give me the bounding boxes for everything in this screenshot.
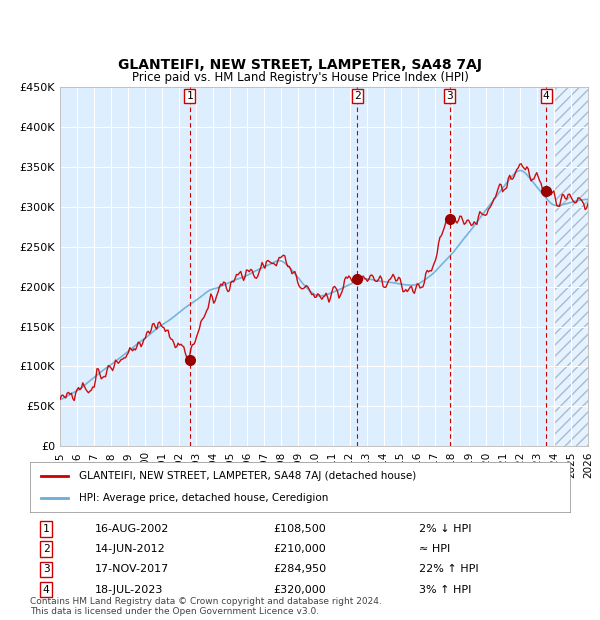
- Text: 2: 2: [354, 91, 361, 101]
- Text: ≈ HPI: ≈ HPI: [419, 544, 450, 554]
- Text: £210,000: £210,000: [273, 544, 326, 554]
- Text: 22% ↑ HPI: 22% ↑ HPI: [419, 564, 478, 574]
- Text: 3: 3: [43, 564, 50, 574]
- Text: 2: 2: [43, 544, 50, 554]
- Text: 4: 4: [543, 91, 550, 101]
- Text: This data is licensed under the Open Government Licence v3.0.: This data is licensed under the Open Gov…: [30, 607, 319, 616]
- Text: £108,500: £108,500: [273, 524, 326, 534]
- Text: 1: 1: [187, 91, 193, 101]
- Text: Contains HM Land Registry data © Crown copyright and database right 2024.: Contains HM Land Registry data © Crown c…: [30, 598, 382, 606]
- Text: 14-JUN-2012: 14-JUN-2012: [95, 544, 166, 554]
- Text: 2% ↓ HPI: 2% ↓ HPI: [419, 524, 472, 534]
- Text: GLANTEIFI, NEW STREET, LAMPETER, SA48 7AJ: GLANTEIFI, NEW STREET, LAMPETER, SA48 7A…: [118, 58, 482, 72]
- Text: 1: 1: [43, 524, 50, 534]
- Text: 4: 4: [43, 585, 50, 595]
- Text: 3: 3: [446, 91, 453, 101]
- Text: 17-NOV-2017: 17-NOV-2017: [95, 564, 169, 574]
- Text: HPI: Average price, detached house, Ceredigion: HPI: Average price, detached house, Cere…: [79, 493, 328, 503]
- Text: £320,000: £320,000: [273, 585, 326, 595]
- Text: 18-JUL-2023: 18-JUL-2023: [95, 585, 163, 595]
- Text: 16-AUG-2002: 16-AUG-2002: [95, 524, 169, 534]
- Text: £284,950: £284,950: [273, 564, 326, 574]
- Text: 3% ↑ HPI: 3% ↑ HPI: [419, 585, 471, 595]
- Text: GLANTEIFI, NEW STREET, LAMPETER, SA48 7AJ (detached house): GLANTEIFI, NEW STREET, LAMPETER, SA48 7A…: [79, 471, 416, 480]
- Text: Price paid vs. HM Land Registry's House Price Index (HPI): Price paid vs. HM Land Registry's House …: [131, 71, 469, 84]
- Bar: [554, 87, 588, 446]
